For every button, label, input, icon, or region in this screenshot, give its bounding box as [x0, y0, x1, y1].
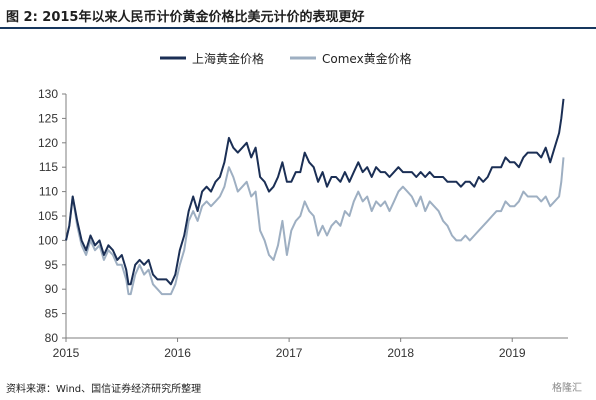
- x-axis: 2015 2016 2017 2018 2019: [53, 337, 568, 360]
- x-tick-label: 2019: [499, 346, 526, 360]
- watermark: 格隆汇: [552, 383, 582, 394]
- y-tick-label: 120: [38, 136, 58, 150]
- gold-price-line-chart: 上海黄金价格 Comex黄金价格 80 85 90 95 100 105 110 115 120 1…: [38, 51, 568, 360]
- x-tick-label: 2015: [53, 346, 80, 360]
- series-line-0: [65, 98, 565, 286]
- series-lines: [65, 98, 565, 296]
- y-axis: 80 85 90 95 100 105 110 115 120 125 130: [38, 87, 67, 345]
- y-tick-label: 100: [38, 233, 58, 247]
- y-tick-label: 85: [45, 307, 59, 321]
- figure-caption: 图 2: 2015年以来人民币计价黄金价格比美元计价的表现更好: [6, 10, 365, 25]
- caption-divider: [0, 27, 596, 29]
- y-tick-label: 105: [38, 209, 58, 223]
- series-line-1: [65, 157, 565, 296]
- y-tick-label: 110: [39, 185, 58, 199]
- legend-label: 上海黄金价格: [192, 51, 264, 66]
- chart-legend: 上海黄金价格 Comex黄金价格: [160, 51, 412, 66]
- y-tick-label: 125: [38, 111, 58, 125]
- y-tick-label: 115: [39, 160, 58, 174]
- y-tick-label: 95: [45, 258, 59, 272]
- y-tick-label: 130: [38, 87, 58, 101]
- y-tick-label: 80: [45, 331, 59, 345]
- x-tick-label: 2018: [387, 346, 414, 360]
- x-tick-label: 2016: [164, 346, 191, 360]
- x-tick-label: 2017: [276, 346, 303, 360]
- legend-label: Comex黄金价格: [322, 51, 412, 66]
- source-note: 资料来源：Wind、国信证券经济研究所整理: [6, 384, 202, 395]
- y-tick-label: 90: [45, 282, 59, 296]
- figure-header: 图 2: 2015年以来人民币计价黄金价格比美元计价的表现更好: [0, 0, 596, 29]
